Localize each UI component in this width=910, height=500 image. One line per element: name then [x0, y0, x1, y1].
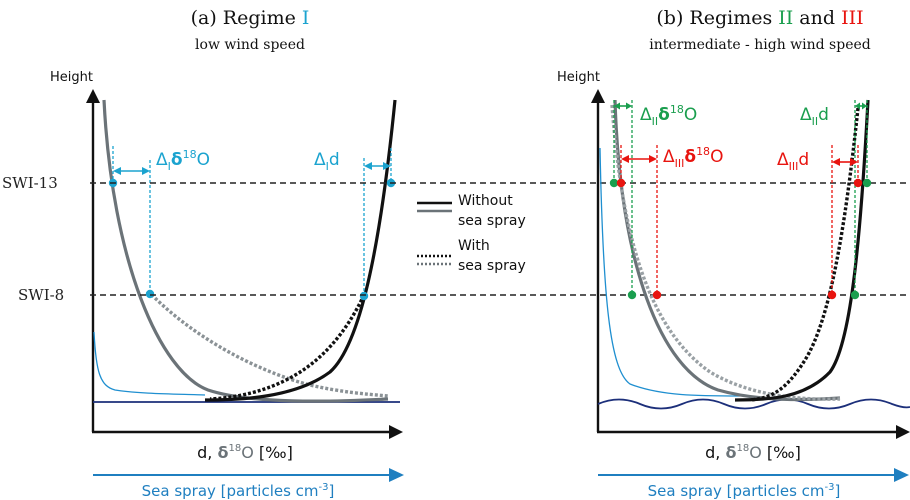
regime-i-label: I: [302, 7, 310, 29]
panel-a-y-axis-label: Height: [50, 70, 93, 85]
panel-a-delta-o-arrow: [113, 167, 150, 175]
panel-b-subtitle: intermediate - high wind speed: [649, 37, 871, 53]
panel-b-delta-iii-d-arrow: [832, 158, 858, 166]
panel-a-x-axis-label: d, δ18O [‰]: [197, 443, 293, 462]
regime-ii-label: II: [778, 7, 793, 29]
level-swi13-label: SWI-13: [2, 174, 58, 192]
legend-without-line2: sea spray: [458, 213, 526, 229]
panel-a: (a) Regime I low wind speed Height: [50, 7, 404, 500]
level-lines: SWI-13 SWI-8: [2, 174, 910, 304]
panel-a-d-without-spray: [204, 99, 397, 402]
panel-a-sea-spray-arrowhead: [389, 468, 404, 482]
panel-b-point-iii-o-swi8: [652, 290, 662, 300]
panel-a-delta-i-d-label: ΔId: [314, 150, 340, 173]
panel-b-x-axis-arrowhead: [896, 425, 910, 439]
panel-a-title: (a) Regime I: [191, 7, 310, 29]
panel-b-point-iii-d-swi8: [827, 290, 837, 300]
panel-a-delta18o-with-spray: [146, 289, 389, 398]
panel-a-x-axis-arrowhead: [389, 425, 403, 439]
panel-b-point-ii-d-swi8: [850, 290, 860, 300]
legend-with-line1: With: [458, 238, 490, 254]
level-swi8-label: SWI-8: [18, 286, 64, 304]
panel-b-y-axis-arrowhead: [591, 89, 605, 103]
panel-b-d-with-spray: [749, 107, 860, 402]
panel-b-sea-surface: [597, 398, 910, 410]
panel-a-y-axis-arrowhead: [86, 89, 100, 103]
legend-with-box: [412, 234, 552, 278]
panel-a-d-with-spray: [209, 294, 366, 401]
panel-b-delta-iii-d-label: ΔIIId: [777, 150, 809, 173]
panel-a-point-d-with-swi8: [359, 291, 369, 301]
panel-b-point-iii-d-swi13: [853, 178, 863, 188]
panel-a-sea-spray-label: Sea spray [particles cm-3]: [142, 482, 335, 500]
panel-b-point-iii-o-swi13: [616, 178, 626, 188]
panel-b-title: (b) Regimes II and III: [656, 7, 863, 29]
panel-b-delta-ii-o-arrow: [614, 102, 632, 110]
panel-b: (b) Regimes II and III intermediate - hi…: [557, 7, 910, 500]
panel-b-delta-iii-o-arrow: [621, 155, 657, 163]
panel-b-delta-ii-d-arrow: [855, 102, 867, 110]
panel-b-y-axis-label: Height: [557, 70, 600, 85]
panel-b-delta18o-without-spray: [613, 99, 841, 402]
panel-b-delta18o-with-spray: [610, 104, 841, 401]
panel-b-sea-spray-profile: [599, 147, 741, 397]
legend: Without sea spray With sea spray: [412, 190, 552, 278]
panel-b-x-axis-label: d, δ18O [‰]: [705, 443, 801, 462]
panel-b-point-ii-o-swi13: [609, 178, 619, 188]
panel-b-sea-spray-label: Sea spray [particles cm-3]: [648, 482, 841, 500]
panel-b-point-ii-d-swi13: [862, 178, 872, 188]
panel-a-sea-spray-profile: [93, 331, 206, 396]
regime-iii-label: III: [841, 7, 864, 29]
panel-a-delta18o-without-spray: [102, 99, 389, 403]
panel-a-delta-d-arrow: [364, 162, 391, 170]
panel-b-delta-ii-d18o-label: ΔIIδ18O: [640, 103, 697, 128]
panel-b-delta-ii-d-label: ΔIId: [800, 105, 829, 128]
panel-a-subtitle: low wind speed: [195, 37, 305, 53]
panel-a-point-o-with-swi8: [145, 289, 155, 299]
panel-b-sea-spray-arrowhead: [894, 468, 909, 482]
panel-a-delta-i-d18o-label: ΔIδ18O: [156, 148, 210, 173]
legend-with-line2: sea spray: [458, 258, 526, 274]
panel-b-point-ii-o-swi8: [627, 290, 637, 300]
panel-b-d-without-spray: [734, 99, 870, 402]
legend-without-line1: Without: [458, 193, 513, 209]
panel-b-delta-iii-d18o-label: ΔIIIδ18O: [663, 145, 723, 170]
